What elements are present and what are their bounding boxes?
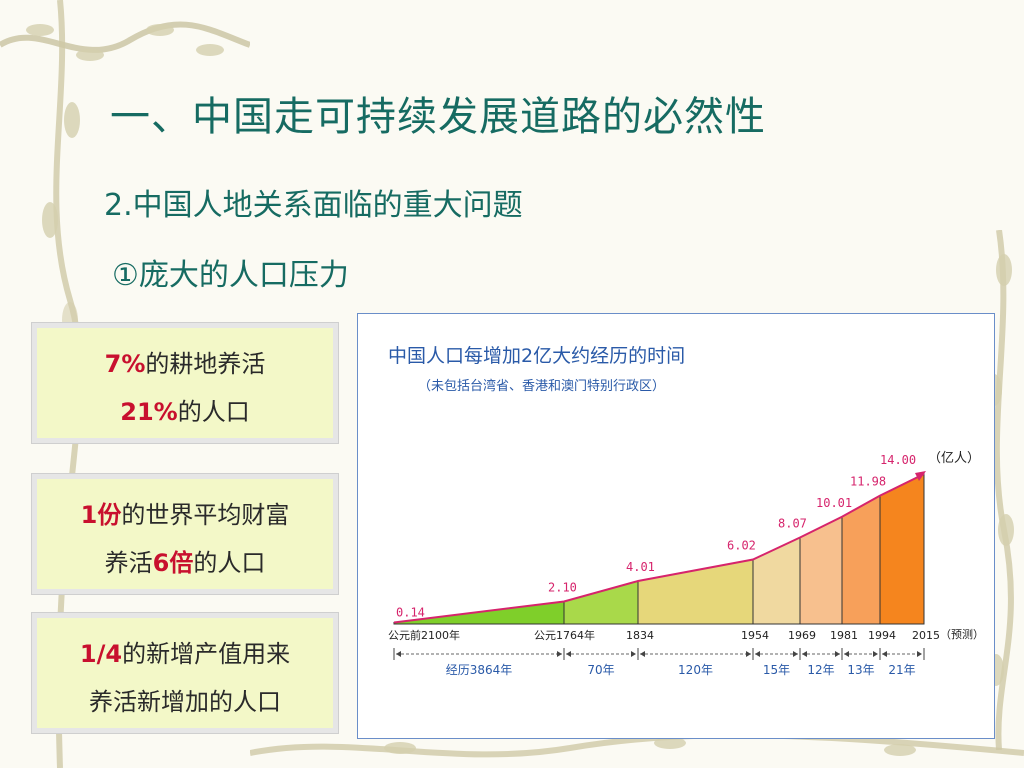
fact-box-farmland: 7%的耕地养活 21%的人口: [31, 322, 339, 444]
area-segment: [879, 473, 925, 625]
vine-decoration-bottom: [250, 732, 1024, 758]
x-tick-label: 1954: [741, 629, 769, 642]
arrow-right-icon: [631, 651, 636, 657]
arrow-left-icon: [882, 651, 887, 657]
x-tick-label: 1834: [626, 629, 654, 642]
fact-highlight: 6倍: [152, 549, 194, 577]
slide-title: 一、中国走可持续发展道路的必然性: [110, 94, 766, 140]
interval-label-bg: [756, 661, 797, 677]
arrow-right-icon: [746, 651, 751, 657]
x-tick-label: 公元1764年: [534, 628, 595, 642]
fact-highlight: 21%: [120, 398, 178, 426]
x-tick-label: 1981: [830, 629, 858, 642]
area-segment: [841, 494, 881, 625]
arrow-right-icon: [793, 651, 798, 657]
arrow-left-icon: [755, 651, 760, 657]
fact-text: 的世界平均财富: [121, 501, 290, 529]
arrow-left-icon: [802, 651, 807, 657]
fact-text: 的人口: [177, 398, 250, 426]
value-label: 4.01: [626, 560, 655, 574]
fact-box-wealth: 1份的世界平均财富 养活6倍的人口: [31, 473, 339, 595]
fact-text: 养活新增加的人口: [89, 688, 281, 716]
population-line: [393, 473, 925, 624]
interval-label-bg: [669, 661, 722, 677]
fact-text: 的人口: [193, 549, 266, 577]
arrow-left-icon: [844, 651, 849, 657]
interval-label: 13年: [847, 663, 874, 677]
value-label: 14.00: [880, 453, 916, 467]
value-label: 10.01: [816, 496, 852, 510]
value-label: 11.98: [850, 475, 886, 489]
value-label: 8.07: [778, 517, 807, 531]
interval-label-bg: [581, 661, 621, 677]
fact-highlight: 7%: [104, 350, 146, 378]
area-segment: [799, 515, 843, 625]
interval-label-bg: [841, 661, 881, 677]
forecast-label: （预测）: [940, 628, 984, 641]
area-segment: [637, 558, 754, 625]
chart-subtitle: （未包括台湾省、香港和澳门特别行政区）: [418, 378, 665, 394]
value-label: 2.10: [548, 581, 577, 595]
area-segment: [752, 536, 801, 625]
unit-label: （亿人）: [928, 451, 980, 466]
arrow-left-icon: [396, 651, 401, 657]
value-label: 6.02: [727, 539, 756, 553]
slide-subtitle: 2.中国人地关系面临的重大问题: [104, 188, 523, 223]
x-tick-label: 1994: [868, 629, 896, 642]
vine-decoration-top: [0, 21, 250, 61]
arrow-right-icon: [557, 651, 562, 657]
x-tick-label: 2015: [912, 629, 940, 642]
value-label: 0.14: [396, 606, 425, 620]
fact-text: 的新增产值用来: [122, 640, 291, 668]
fact-text: 养活: [104, 549, 153, 577]
interval-label: 12年: [807, 663, 834, 677]
interval-label: 21年: [888, 663, 915, 677]
slide-point: ①庞大的人口压力: [112, 258, 349, 293]
population-chart-svg: 中国人口每增加2亿大约经历的时间 （未包括台湾省、香港和澳门特别行政区） （亿人…: [388, 345, 984, 677]
x-tick-label: 1969: [788, 629, 816, 642]
interval-label: 经历3864年: [446, 663, 513, 677]
arrow-right-icon: [835, 651, 840, 657]
x-tick-label: 公元前2100年: [388, 628, 460, 642]
interval-label-bg: [882, 661, 922, 677]
population-chart: 中国人口每增加2亿大约经历的时间 （未包括台湾省、香港和澳门特别行政区） （亿人…: [357, 313, 995, 739]
interval-label: 70年: [587, 663, 614, 677]
arrow-left-icon: [566, 651, 571, 657]
chart-title: 中国人口每增加2亿大约经历的时间: [388, 345, 685, 367]
fact-highlight: 1份: [80, 501, 122, 529]
arrow-left-icon: [640, 651, 645, 657]
interval-label: 15年: [763, 663, 790, 677]
interval-label-bg: [801, 661, 841, 677]
fact-highlight: 1/4: [79, 640, 123, 668]
interval-label: 120年: [678, 663, 713, 677]
arrow-right-icon: [917, 651, 922, 657]
arrow-head-icon: [915, 471, 926, 481]
interval-label-bg: [435, 661, 523, 677]
fact-box-output: 1/4的新增产值用来 养活新增加的人口: [31, 612, 339, 734]
fact-text: 的耕地养活: [145, 350, 266, 378]
arrow-right-icon: [873, 651, 878, 657]
